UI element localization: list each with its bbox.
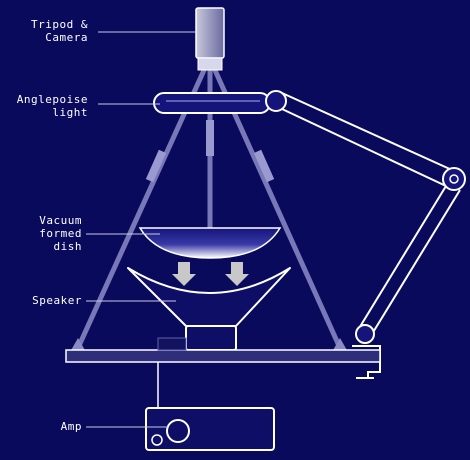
- speaker: [127, 267, 291, 351]
- label-amp: Amp: [6, 420, 82, 433]
- label-dish-line3: dish: [53, 240, 82, 253]
- label-vacuum-dish: Vacuum formed dish: [6, 214, 82, 253]
- bench-shadow-block: [157, 337, 187, 351]
- vacuum-dish: [138, 227, 282, 259]
- label-speaker: Speaker: [6, 294, 82, 307]
- lamp-arm-upper-b: [281, 108, 447, 187]
- label-tripod-line2: Camera: [45, 31, 88, 44]
- label-dish-line2: formed: [39, 227, 82, 240]
- label-amp-line1: Amp: [60, 420, 82, 433]
- tripod-leg-joint-right: [253, 149, 275, 183]
- label-tripod-camera: Tripod & Camera: [10, 18, 88, 44]
- sound-arrows: [172, 262, 249, 286]
- tripod-leg-joint-left: [145, 149, 167, 183]
- lamp-arm-lower-b: [371, 189, 461, 335]
- label-anglepoise-light: Anglepoise light: [4, 93, 88, 119]
- tripod-foot-left: [70, 338, 86, 352]
- arrow-down-right-icon: [225, 262, 249, 286]
- lamp-clamp: [352, 345, 381, 378]
- tripod-leg-joint-center: [206, 120, 214, 156]
- amp-knob-large: [166, 419, 190, 443]
- label-light-line2: light: [52, 106, 88, 119]
- leader-lines: [86, 31, 196, 428]
- tripod-leg-right: [211, 66, 343, 350]
- tripod-foot-right: [332, 338, 348, 352]
- amp-body: [145, 407, 275, 451]
- lamp-arm-upper-a: [281, 92, 453, 171]
- anglepoise-light: [153, 90, 466, 379]
- lamp-head: [153, 92, 271, 114]
- label-light-line1: Anglepoise: [16, 93, 88, 106]
- label-tripod-line1: Tripod &: [31, 18, 88, 31]
- speaker-cone: [127, 267, 291, 327]
- camera-body: [195, 7, 225, 59]
- camera-lens: [197, 57, 223, 71]
- arrow-down-left-icon: [172, 262, 196, 286]
- amp: [145, 362, 275, 451]
- lamp-joint-upper: [265, 90, 287, 112]
- camera: [195, 7, 225, 71]
- lamp-arm-lower-a: [357, 185, 447, 331]
- bench: [65, 349, 381, 363]
- lamp-joint-base: [355, 324, 375, 344]
- speaker-magnet: [185, 325, 237, 351]
- label-speaker-line1: Speaker: [32, 294, 82, 307]
- label-dish-line1: Vacuum: [39, 214, 82, 227]
- lamp-joint-elbow: [442, 167, 466, 191]
- lamp-joint-elbow-pin: [449, 174, 459, 184]
- dish-shape: [138, 227, 282, 259]
- amp-knob-small: [151, 434, 163, 446]
